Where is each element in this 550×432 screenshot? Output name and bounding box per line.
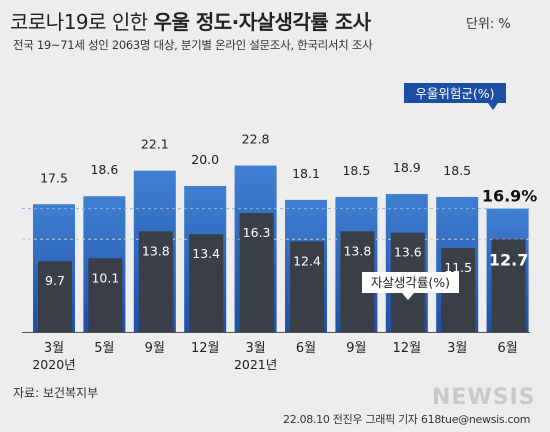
depression-value-label: 22.8 xyxy=(242,132,270,147)
suicide-value-label: 11.5 xyxy=(444,260,472,275)
credit-label: 22.08.10 전진우 그래픽 기자 618tue@newsis.com xyxy=(283,413,531,426)
suicide-value-label: 13.8 xyxy=(343,243,371,258)
suicide-value-label: 12.7 xyxy=(489,250,528,269)
title-bold: 우울 정도·자살생각률 조사 xyxy=(153,10,371,34)
x-tick-label: 6월 xyxy=(497,341,517,356)
x-year-label: 2021년 xyxy=(234,357,277,372)
legend-suicide-box xyxy=(362,272,459,293)
x-year-label: 2020년 xyxy=(32,357,75,372)
x-tick-label: 3월 xyxy=(44,341,64,356)
suicide-bar xyxy=(491,239,526,332)
subtitle: 전국 19~71세 성인 2063명 대상, 분기별 온라인 설문조사, 한국리… xyxy=(13,38,373,52)
suicide-value-label: 12.4 xyxy=(293,253,321,268)
suicide-value-label: 13.8 xyxy=(142,243,170,258)
legend-suicide-pointer xyxy=(402,293,414,300)
suicide-value-label: 10.1 xyxy=(91,270,119,285)
x-tick-label: 3월 xyxy=(447,341,467,356)
unit-label: 단위: % xyxy=(466,17,511,32)
legend-suicide-label: 자살생각률(%) xyxy=(371,275,450,290)
x-tick-label: 3월 xyxy=(245,341,265,356)
x-tick-label: 5월 xyxy=(94,341,114,356)
suicide-bar xyxy=(290,241,324,332)
depression-value-label: 18.1 xyxy=(292,166,320,181)
suicide-bar xyxy=(38,261,72,332)
suicide-bar xyxy=(239,213,274,332)
legend-depression-pointer xyxy=(488,103,498,110)
depression-value-label: 18.5 xyxy=(443,163,471,178)
suicide-bar xyxy=(138,231,173,332)
legend-depression-label: 우울위험군(%) xyxy=(415,86,494,101)
depression-value-label: 18.6 xyxy=(90,162,118,177)
depression-value-label: 20.0 xyxy=(191,152,219,167)
depression-value-label: 16.9% xyxy=(482,187,538,206)
depression-value-label: 18.5 xyxy=(342,163,370,178)
suicide-value-label: 9.7 xyxy=(45,273,65,288)
legend-depression-box xyxy=(404,83,506,103)
depression-value-label: 18.9 xyxy=(393,160,421,175)
depression-value-label: 17.5 xyxy=(40,170,68,185)
suicide-value-label: 13.6 xyxy=(394,245,422,260)
title-light: 코로나19로 인한 xyxy=(10,10,148,34)
suicide-value-label: 13.4 xyxy=(192,246,220,261)
depression-value-label: 22.1 xyxy=(141,137,169,152)
suicide-bar xyxy=(189,234,224,332)
watermark-logo: NEWSIS xyxy=(432,385,536,410)
suicide-value-label: 16.3 xyxy=(243,225,271,240)
x-tick-label: 9월 xyxy=(346,341,366,356)
x-tick-label: 12월 xyxy=(191,341,220,356)
chart-title: 코로나19로 인한 우울 정도·자살생각률 조사 xyxy=(10,6,371,35)
source-label: 자료: 보건복지부 xyxy=(13,386,99,400)
x-tick-label: 12월 xyxy=(393,341,422,356)
suicide-bar xyxy=(88,258,123,332)
x-tick-label: 9월 xyxy=(145,341,165,356)
x-tick-label: 6월 xyxy=(296,341,316,356)
